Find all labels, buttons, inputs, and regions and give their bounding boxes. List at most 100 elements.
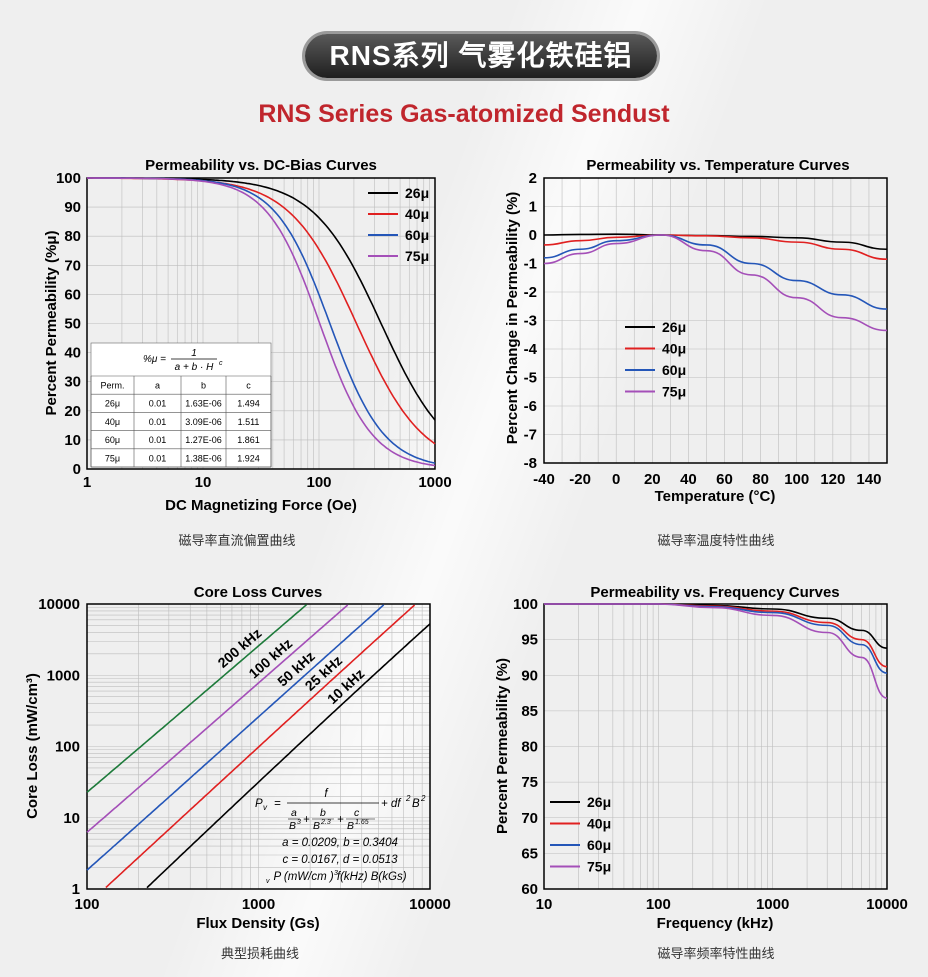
y-tick-label: 40 (64, 345, 81, 362)
x-tick-label: 1000 (242, 896, 275, 913)
svg-text:+: + (337, 814, 344, 826)
y-tick-label: 0 (73, 461, 81, 478)
x-axis-label: Frequency (kHz) (657, 915, 774, 932)
y-tick-label: 10 (64, 432, 81, 449)
table-cell: 1.38E-06 (185, 453, 222, 463)
x-tick-labels: 10 100 1000 10000 (536, 896, 908, 913)
series-line-75 (543, 234, 888, 332)
legend-label: 40μ (405, 206, 429, 222)
svg-text:a: a (291, 807, 297, 819)
table-cell: 0.01 (149, 435, 167, 445)
svg-text:B: B (289, 820, 296, 832)
series-lines (544, 603, 888, 699)
y-tick-label: 65 (521, 845, 538, 862)
x-tick-label: 1000 (418, 474, 451, 491)
y-axis-label: Percent Permeability (%μ) (43, 230, 60, 415)
table-cell: 1.861 (237, 435, 260, 445)
y-tick-label: 1 (72, 881, 80, 898)
legend-label: 60μ (587, 837, 611, 853)
y-tick-label: 80 (64, 228, 81, 245)
grid (86, 603, 431, 890)
legend-label: 75μ (662, 384, 686, 400)
svg-text:v: v (263, 803, 268, 812)
x-axis-label: Temperature (°C) (655, 488, 776, 505)
table-cell: 60μ (105, 435, 120, 445)
y-tick-label: -5 (524, 370, 537, 387)
series-lines (86, 604, 431, 889)
legend-label: 40μ (662, 341, 686, 357)
caption-coreloss: 典型损耗曲线 (220, 946, 299, 961)
series-lines (543, 233, 888, 332)
chart-frequency: Permeability vs. Frequency Curves 60 65 70… (494, 584, 908, 932)
legend-label: 26μ (587, 794, 611, 810)
page-title: RNS系列 气雾化铁硅铝 (305, 34, 657, 78)
svg-text:+: + (303, 814, 310, 826)
y-tick-label: 2 (529, 170, 537, 187)
y-tick-label: 1000 (47, 667, 80, 684)
legend-label: 26μ (662, 319, 686, 335)
x-tick-label: -20 (569, 471, 591, 488)
y-tick-label: -1 (524, 256, 537, 273)
x-tick-label: 120 (820, 471, 845, 488)
y-tick-label: 20 (64, 403, 81, 420)
svg-text:a = 0.0209, b = 0.3404: a = 0.0209, b = 0.3404 (282, 837, 398, 849)
x-tick-label: 1000 (756, 896, 789, 913)
table-cell: 1.494 (237, 399, 260, 409)
parameter-table: Perm. a b c 26μ 0.01 1.63E-06 1.494 40μ 0.01 3.09E… (90, 375, 272, 468)
y-tick-label: 100 (55, 739, 80, 756)
x-tick-label: 0 (612, 471, 620, 488)
y-tick-label: 100 (513, 596, 538, 613)
svg-text:1.65: 1.65 (355, 819, 369, 826)
x-tick-labels: 1 10 100 1000 (83, 474, 452, 491)
y-tick-label: 90 (521, 667, 538, 684)
y-tick-label: -6 (524, 398, 537, 415)
y-tick-label: -7 (524, 427, 537, 444)
y-tick-label: 75 (521, 774, 538, 791)
table-cell: 0.01 (149, 417, 167, 427)
table-cell: 3.09E-06 (185, 417, 222, 427)
y-tick-label: 70 (521, 810, 538, 827)
legend-label: 60μ (662, 362, 686, 378)
chart-temperature: Permeability vs. Temperature Curves 210-… (504, 157, 888, 505)
table-header-cell: c (246, 381, 251, 391)
series-line-200khz (86, 604, 308, 793)
caption-dcbias: 磁导率直流偏置曲线 (178, 533, 296, 548)
x-tick-label: 100 (306, 474, 331, 491)
x-tick-label: 100 (646, 896, 671, 913)
x-tick-label: 100 (784, 471, 809, 488)
y-tick-label: 90 (64, 199, 81, 216)
svg-text:1: 1 (191, 348, 197, 359)
table-cell: 1.27E-06 (185, 435, 222, 445)
plot-frame (543, 177, 888, 464)
series-line-75 (87, 177, 436, 467)
table-cell: 0.01 (149, 399, 167, 409)
svg-text:2: 2 (420, 794, 426, 803)
y-tick-label: 10000 (38, 596, 80, 613)
series-line-75 (544, 603, 888, 699)
svg-text:B: B (313, 820, 320, 832)
plot-frame (86, 177, 436, 470)
series-line-60 (543, 234, 888, 310)
table-cell: 40μ (105, 417, 120, 427)
y-tick-labels: 0 10 20 30 40 50 60 70 80 90 100 (56, 170, 81, 478)
plot-frame (86, 603, 431, 890)
svg-text:3: 3 (334, 870, 338, 877)
table-header-cell: b (201, 381, 206, 391)
y-tick-label: 95 (521, 632, 538, 649)
y-tick-label: 1 (529, 199, 537, 216)
y-axis-label: Percent Permeability (%) (494, 658, 511, 834)
series-line-50khz (86, 604, 385, 871)
x-tick-label: 1 (83, 474, 91, 491)
y-tick-label: 80 (521, 739, 538, 756)
table-header-cell: a (155, 381, 160, 391)
legend: 26μ 40μ 60μ 75μ (625, 319, 686, 400)
chart-title: Permeability vs. Frequency Curves (590, 584, 839, 601)
y-tick-label: 100 (56, 170, 81, 187)
series-line-60 (544, 603, 888, 674)
table-header-cell: Perm. (100, 381, 124, 391)
svg-text:2: 2 (405, 794, 411, 803)
series-line-100khz (86, 604, 349, 833)
